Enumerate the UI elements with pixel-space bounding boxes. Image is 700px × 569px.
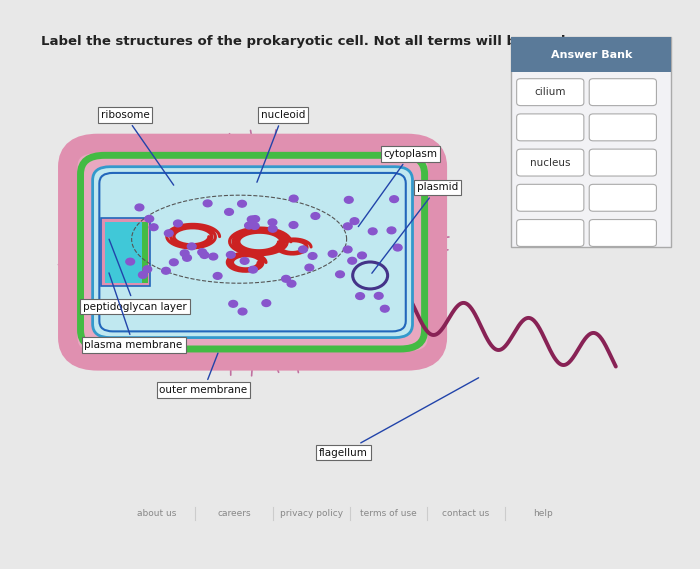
Circle shape	[245, 222, 253, 229]
Text: help: help	[533, 509, 553, 518]
FancyBboxPatch shape	[517, 220, 584, 246]
FancyBboxPatch shape	[589, 114, 657, 141]
Bar	[511, 38, 671, 72]
Circle shape	[344, 223, 352, 230]
Bar	[141, 221, 148, 283]
Text: flagellum: flagellum	[318, 378, 479, 457]
Circle shape	[350, 218, 359, 225]
Circle shape	[368, 228, 377, 234]
Circle shape	[162, 267, 170, 274]
Bar	[106, 221, 144, 283]
Circle shape	[238, 308, 247, 315]
Circle shape	[247, 216, 256, 223]
Text: outer membrane: outer membrane	[160, 353, 248, 395]
Text: plasmid: plasmid	[372, 183, 458, 273]
Circle shape	[251, 216, 260, 222]
FancyBboxPatch shape	[68, 143, 438, 361]
Text: contact us: contact us	[442, 509, 489, 518]
Circle shape	[251, 222, 259, 229]
Text: about us: about us	[137, 509, 176, 518]
Circle shape	[344, 196, 354, 203]
Text: peptidoglycan layer: peptidoglycan layer	[83, 239, 187, 311]
Bar	[102, 218, 150, 286]
Circle shape	[289, 221, 298, 228]
Circle shape	[335, 271, 344, 278]
Circle shape	[390, 196, 398, 203]
Text: Answer Bank: Answer Bank	[551, 50, 632, 60]
Circle shape	[174, 220, 182, 227]
Text: nucleus: nucleus	[530, 158, 570, 168]
Circle shape	[393, 244, 402, 251]
Circle shape	[143, 266, 152, 273]
Circle shape	[188, 243, 196, 250]
Text: cilium: cilium	[535, 87, 566, 97]
Circle shape	[200, 251, 209, 258]
Circle shape	[281, 275, 290, 282]
FancyBboxPatch shape	[589, 220, 657, 246]
Circle shape	[289, 195, 298, 202]
Circle shape	[139, 271, 147, 278]
Circle shape	[214, 273, 222, 279]
Circle shape	[358, 252, 366, 259]
FancyBboxPatch shape	[589, 184, 657, 211]
FancyBboxPatch shape	[517, 149, 584, 176]
Circle shape	[328, 250, 337, 257]
Circle shape	[198, 249, 206, 255]
FancyBboxPatch shape	[92, 167, 412, 337]
Circle shape	[135, 204, 143, 211]
Bar	[102, 218, 150, 286]
Circle shape	[240, 258, 249, 264]
FancyBboxPatch shape	[517, 79, 584, 106]
Circle shape	[229, 300, 237, 307]
Text: nucleoid: nucleoid	[257, 110, 305, 182]
Text: Label the structures of the prokaryotic cell. Not all terms will be used.: Label the structures of the prokaryotic …	[41, 35, 570, 48]
Text: terms of use: terms of use	[360, 509, 417, 518]
FancyBboxPatch shape	[511, 38, 671, 247]
FancyBboxPatch shape	[517, 184, 584, 211]
Circle shape	[164, 230, 173, 237]
Circle shape	[308, 253, 317, 259]
Circle shape	[380, 306, 389, 312]
Circle shape	[169, 259, 178, 266]
Text: cytoplasm: cytoplasm	[358, 149, 438, 226]
Circle shape	[126, 258, 134, 265]
Circle shape	[262, 300, 271, 307]
Circle shape	[268, 219, 277, 226]
Circle shape	[203, 200, 212, 207]
Circle shape	[299, 246, 307, 253]
Circle shape	[225, 209, 233, 215]
Circle shape	[356, 292, 365, 299]
Circle shape	[305, 264, 314, 271]
Circle shape	[238, 200, 246, 207]
Circle shape	[348, 257, 356, 264]
Circle shape	[145, 216, 153, 222]
Circle shape	[311, 213, 320, 219]
Text: privacy policy: privacy policy	[280, 509, 343, 518]
Circle shape	[227, 251, 235, 258]
FancyBboxPatch shape	[589, 79, 657, 106]
Text: careers: careers	[217, 509, 251, 518]
Text: plasma membrane: plasma membrane	[85, 273, 183, 351]
Circle shape	[181, 250, 189, 257]
Circle shape	[149, 224, 158, 230]
Circle shape	[374, 292, 383, 299]
Circle shape	[268, 225, 277, 232]
Circle shape	[209, 253, 218, 260]
Circle shape	[248, 266, 258, 273]
Circle shape	[387, 227, 396, 234]
Text: ribosome: ribosome	[101, 110, 174, 185]
Circle shape	[183, 254, 191, 261]
Circle shape	[343, 246, 352, 253]
Circle shape	[287, 281, 296, 287]
FancyBboxPatch shape	[589, 149, 657, 176]
FancyBboxPatch shape	[517, 114, 584, 141]
